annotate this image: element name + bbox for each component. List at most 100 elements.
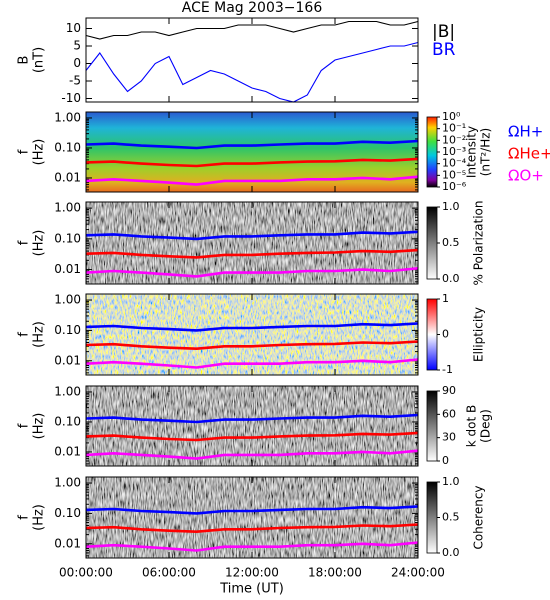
y-axis-label: f [17, 149, 32, 154]
series-line [85, 340, 419, 351]
colorbar-tick-label: 60 [442, 407, 456, 420]
y-tick-label: 0.10 [54, 231, 81, 245]
colorbar-label: % Polarization [472, 201, 486, 286]
colorbar-tick-label: 0.5 [442, 511, 460, 524]
series-line [85, 358, 419, 369]
series-line [85, 413, 419, 424]
x-axis-label: Time (UT) [219, 582, 284, 597]
y-axis-label: (Hz) [32, 321, 47, 348]
y-tick-label: 1.00 [54, 201, 81, 215]
colorbar-tick-label: 0.0 [442, 272, 460, 285]
y-tick-label: 0.01 [54, 444, 81, 458]
y-tick-label: 1.00 [54, 384, 81, 398]
y-tick-label: 0.10 [54, 140, 81, 154]
series-line [85, 248, 419, 259]
y-axis-label: f [17, 423, 32, 428]
y-axis-label: (Hz) [32, 413, 47, 440]
series-line [85, 20, 419, 40]
y-tick-label: -5 [69, 74, 81, 88]
y-tick-label: 0.10 [54, 414, 81, 428]
colorbar-tick-label: 10⁻⁴ [442, 157, 467, 170]
y-axis-label: (Hz) [32, 230, 47, 257]
y-axis-label: (Hz) [32, 504, 47, 531]
series-line [85, 505, 419, 515]
legend-label: ΩHe+ [508, 145, 550, 163]
colorbar-tick-label: 10⁻² [442, 133, 466, 146]
legend-label: ΩO+ [508, 167, 544, 185]
colorbar-tick-label: 10⁻³ [442, 145, 466, 158]
y-tick-label: -10 [61, 91, 81, 105]
y-tick-label: 0.01 [54, 170, 81, 184]
colorbar-tick-label: 90 [442, 384, 456, 397]
y-tick-label: 0.10 [54, 323, 81, 337]
y-tick-label: 10 [66, 21, 81, 35]
y-tick-label: 0 [73, 56, 81, 70]
colorbar-tick-label: 10⁻¹ [442, 122, 466, 135]
panel-frame [85, 476, 419, 559]
series-line [85, 449, 419, 460]
y-axis-label: f [17, 240, 32, 245]
y-tick-label: 0.01 [54, 536, 81, 550]
panel-frame [85, 17, 419, 103]
series-line [85, 175, 419, 186]
colorbar-tick-label: 0 [442, 454, 449, 467]
colorbar-label: (Deg) [479, 409, 493, 443]
x-tick-label: 12:00:00 [225, 566, 279, 580]
colorbar-tick-label: 1 [442, 292, 449, 305]
x-tick-label: 24:00:00 [391, 566, 445, 580]
series-line [85, 322, 419, 332]
panel-frame [85, 385, 419, 467]
legend-label: ΩH+ [508, 123, 543, 141]
y-axis-label: B [17, 56, 32, 65]
colorbar-tick-label: 30 [442, 431, 456, 444]
colorbar-label: k dot B [465, 405, 479, 447]
colorbar-label: Coherency [472, 485, 486, 549]
series-line [85, 431, 419, 442]
legend-label: |B| [432, 22, 455, 42]
series-line [85, 230, 419, 241]
panel-frame [85, 111, 419, 193]
colorbar-label: (nT²/Hz) [479, 128, 493, 176]
x-tick-label: 18:00:00 [308, 566, 362, 580]
colorbar-tick-label: 0.0 [442, 546, 460, 559]
colorbar-tick-label: 0.5 [442, 236, 460, 249]
colorbar-tick-label: 10⁻⁶ [442, 180, 467, 193]
series-line [85, 541, 419, 552]
series-line [85, 41, 419, 103]
y-tick-label: 0.01 [54, 353, 81, 367]
colorbar-tick-label: -1 [442, 363, 453, 376]
colorbar [426, 481, 438, 554]
panel-frame [85, 201, 419, 285]
y-tick-label: 5 [73, 39, 81, 53]
colorbar [426, 298, 438, 371]
y-tick-label: 1.00 [54, 476, 81, 490]
y-tick-label: 1.00 [54, 293, 81, 307]
series-line [85, 157, 419, 168]
x-tick-label: 00:00:00 [59, 566, 113, 580]
colorbar-tick-label: 10⁻⁵ [442, 168, 466, 181]
y-tick-label: 1.00 [54, 110, 81, 124]
colorbar-tick-label: 1.0 [442, 200, 460, 213]
legend-label: BR [432, 40, 456, 60]
colorbar [426, 206, 438, 280]
y-axis-label: f [17, 332, 32, 337]
colorbar-tick-label: 0 [442, 328, 449, 341]
colorbar [426, 116, 438, 188]
chart-title: ACE Mag 2003−166 [182, 0, 323, 16]
y-axis-label: f [17, 515, 32, 520]
colorbar-tick-label: 10⁰ [442, 110, 461, 123]
colorbar-tick-label: 1.0 [442, 475, 460, 488]
y-tick-label: 0.10 [54, 506, 81, 520]
y-tick-label: 0.01 [54, 262, 81, 276]
colorbar-label: Ellipticity [472, 307, 486, 362]
y-axis-label: (Hz) [32, 139, 47, 166]
x-tick-label: 06:00:00 [142, 566, 196, 580]
colorbar [426, 390, 438, 462]
y-axis-label: (nT) [32, 47, 47, 73]
series-line [85, 139, 419, 150]
series-line [85, 523, 419, 534]
panel-frame [85, 293, 419, 376]
colorbar-label: Intensity [465, 126, 479, 178]
series-line [85, 267, 419, 278]
